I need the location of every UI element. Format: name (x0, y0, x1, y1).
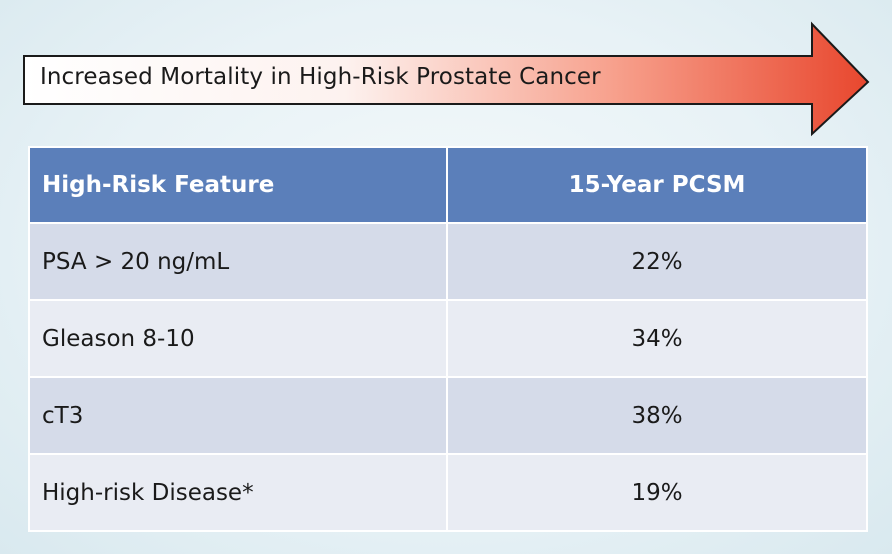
pcsm-cell: 34% (446, 299, 868, 378)
table-row: Gleason 8-10 34% (28, 299, 868, 378)
arrow-shape (23, 21, 870, 137)
risk-table-container: High-Risk Feature 15-Year PCSM PSA > 20 … (28, 146, 868, 532)
header-pcsm: 15-Year PCSM (446, 146, 868, 224)
pcsm-cell: 38% (446, 376, 868, 455)
feature-cell: PSA > 20 ng/mL (28, 222, 448, 301)
feature-cell: High-risk Disease* (28, 453, 448, 532)
feature-cell: cT3 (28, 376, 448, 455)
pcsm-cell: 19% (446, 453, 868, 532)
table-body: PSA > 20 ng/mL 22% Gleason 8-10 34% cT3 … (28, 222, 868, 532)
table-row: High-risk Disease* 19% (28, 453, 868, 532)
risk-table: High-Risk Feature 15-Year PCSM PSA > 20 … (28, 146, 868, 532)
table-row: PSA > 20 ng/mL 22% (28, 222, 868, 301)
banner-title: Increased Mortality in High-Risk Prostat… (40, 64, 601, 90)
table-row: cT3 38% (28, 376, 868, 455)
pcsm-cell: 22% (446, 222, 868, 301)
header-row: High-Risk Feature 15-Year PCSM (28, 146, 868, 224)
table-header: High-Risk Feature 15-Year PCSM (28, 146, 868, 224)
header-feature: High-Risk Feature (28, 146, 448, 224)
feature-cell: Gleason 8-10 (28, 299, 448, 378)
